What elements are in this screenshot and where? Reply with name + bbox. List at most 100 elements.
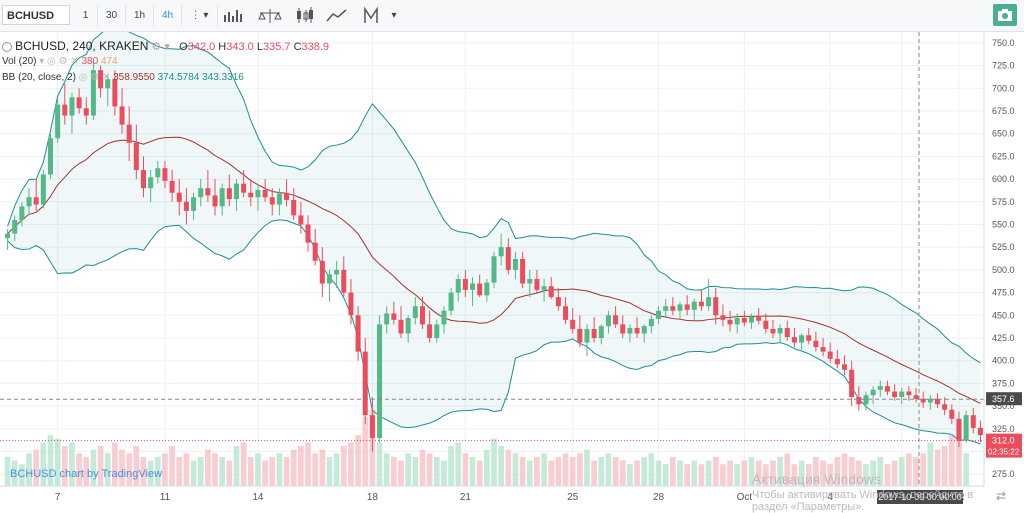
candle-body[interactable] <box>291 199 297 216</box>
candle-body[interactable] <box>591 328 597 338</box>
candle-body[interactable] <box>391 313 397 320</box>
candle-body[interactable] <box>369 415 375 438</box>
candle-body[interactable] <box>5 233 11 239</box>
compare-scales-icon[interactable] <box>258 7 282 24</box>
candle-body[interactable] <box>548 286 554 298</box>
candle-body[interactable] <box>105 79 111 89</box>
candle-body[interactable] <box>663 306 669 311</box>
candle-body[interactable] <box>491 256 497 283</box>
candle-body[interactable] <box>849 369 855 398</box>
candle-body[interactable] <box>55 104 61 139</box>
candle-body[interactable] <box>656 310 662 319</box>
candle-body[interactable] <box>806 335 812 341</box>
candle-body[interactable] <box>927 398 933 403</box>
candle-body[interactable] <box>169 180 175 193</box>
candle-body[interactable] <box>713 297 719 316</box>
candle-body[interactable] <box>555 297 561 307</box>
candle-body[interactable] <box>362 351 368 416</box>
candle-body[interactable] <box>977 427 983 436</box>
candle-body[interactable] <box>920 398 926 403</box>
candle-body[interactable] <box>684 304 690 310</box>
series-settings-icon[interactable]: ⚙ ▾ <box>151 41 170 53</box>
chart-area[interactable]: 7111418212528Oct412:0012750.0725.0700.06… <box>0 26 1024 513</box>
tradingview-watermark[interactable]: BCHUSD chart by TradingView <box>10 468 163 480</box>
candle-body[interactable] <box>47 138 53 175</box>
indicators-icon[interactable] <box>362 6 380 25</box>
candle-body[interactable] <box>427 324 433 338</box>
candle-body[interactable] <box>605 315 611 327</box>
candle-body[interactable] <box>140 170 146 189</box>
candle-body[interactable] <box>677 304 683 311</box>
candle-body[interactable] <box>870 389 876 396</box>
candle-body[interactable] <box>12 219 18 234</box>
candle-body[interactable] <box>720 315 726 320</box>
candle-body[interactable] <box>405 318 411 334</box>
candle-body[interactable] <box>634 328 640 334</box>
interval-4h-button[interactable]: 4h <box>154 5 182 26</box>
candle-body[interactable] <box>763 320 769 329</box>
candle-body[interactable] <box>598 326 604 338</box>
candle-body[interactable] <box>963 415 969 441</box>
candle-body[interactable] <box>741 318 747 323</box>
candle-body[interactable] <box>219 188 225 207</box>
candle-body[interactable] <box>563 306 569 320</box>
candle-body[interactable] <box>541 286 547 290</box>
candle-body[interactable] <box>205 188 211 196</box>
candle-body[interactable] <box>90 70 96 116</box>
candle-body[interactable] <box>69 97 75 116</box>
candle-body[interactable] <box>276 193 282 205</box>
candle-body[interactable] <box>570 319 576 329</box>
candle-body[interactable] <box>899 391 905 398</box>
candle-body[interactable] <box>842 364 848 370</box>
candle-body[interactable] <box>248 192 254 198</box>
candle-body[interactable] <box>863 395 869 405</box>
candle-body[interactable] <box>233 183 239 200</box>
candle-body[interactable] <box>520 259 526 284</box>
price-chart[interactable]: 7111418212528Oct412:0012750.0725.0700.06… <box>0 26 1024 506</box>
candle-body[interactable] <box>298 215 304 225</box>
candle-body[interactable] <box>706 297 712 307</box>
candle-body[interactable] <box>484 282 490 296</box>
candle-body[interactable] <box>262 189 268 198</box>
candle-body[interactable] <box>412 306 418 319</box>
candle-body[interactable] <box>133 142 139 171</box>
candle-body[interactable] <box>956 418 962 441</box>
candle-body[interactable] <box>40 174 46 205</box>
candle-body[interactable] <box>892 391 898 398</box>
more-intervals-dropdown[interactable]: ⋮ ▾ <box>182 5 218 26</box>
candle-body[interactable] <box>691 301 697 310</box>
candle-body[interactable] <box>384 313 390 325</box>
scale-settings-icon[interactable]: ⇄ <box>996 489 1006 503</box>
candle-body[interactable] <box>512 259 518 270</box>
candle-body[interactable] <box>620 324 626 334</box>
interval-30-button[interactable]: 30 <box>98 5 126 26</box>
bb-settings-icon[interactable]: ◎ ⚙ ✕ <box>78 72 111 83</box>
candle-body[interactable] <box>269 197 275 205</box>
candle-body[interactable] <box>26 197 32 207</box>
candle-body[interactable] <box>33 197 39 205</box>
candle-body[interactable] <box>455 278 461 293</box>
candle-body[interactable] <box>884 386 890 392</box>
candle-body[interactable] <box>734 318 740 325</box>
candle-body[interactable] <box>98 70 104 89</box>
candle-body[interactable] <box>334 269 340 275</box>
chevron-down-icon[interactable]: ▾ <box>391 10 397 21</box>
candle-body[interactable] <box>698 301 704 307</box>
candle-body[interactable] <box>448 292 454 311</box>
candle-body[interactable] <box>477 283 483 296</box>
candle-body[interactable] <box>756 317 762 321</box>
candle-body[interactable] <box>834 358 840 365</box>
candle-body[interactable] <box>827 351 833 359</box>
candle-body[interactable] <box>462 278 468 290</box>
bars-style-icon[interactable] <box>222 7 246 24</box>
candle-body[interactable] <box>949 409 955 419</box>
candle-body[interactable] <box>255 189 261 198</box>
candle-body[interactable] <box>226 188 232 200</box>
interval-1h-button[interactable]: 1h <box>126 5 154 26</box>
candle-body[interactable] <box>441 310 447 325</box>
candle-body[interactable] <box>906 391 912 396</box>
candle-body[interactable] <box>112 79 118 107</box>
candle-body[interactable] <box>727 319 733 325</box>
candle-body[interactable] <box>434 324 440 338</box>
candle-body[interactable] <box>935 398 941 405</box>
